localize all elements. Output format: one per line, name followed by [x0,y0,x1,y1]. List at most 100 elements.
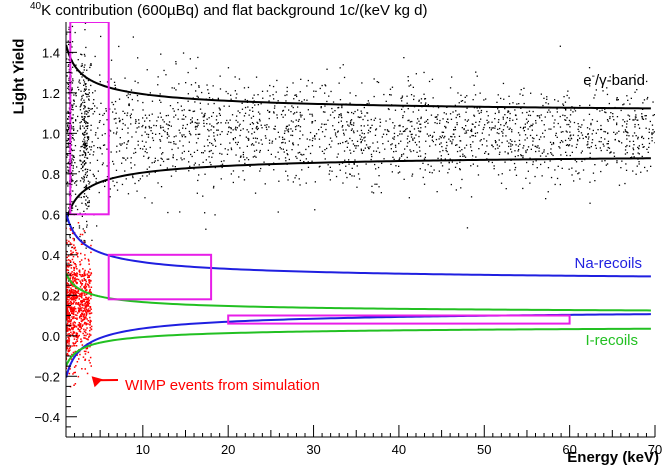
egamma-event-point [507,153,509,155]
egamma-event-point [390,144,392,146]
egamma-event-point [67,118,69,120]
egamma-event-point [139,147,142,150]
wimp-event-point [84,337,86,339]
egamma-event-point [230,147,232,149]
egamma-event-point [93,99,95,101]
wimp-event-point [82,292,84,294]
egamma-event-point [411,125,413,127]
egamma-event-point [283,151,285,153]
egamma-event-point [113,81,116,83]
egamma-event-point [84,156,86,158]
egamma-event-point [394,144,397,146]
egamma-event-point [440,155,442,157]
wimp-event-point [70,320,72,323]
egamma-event-point [337,131,339,133]
egamma-event-point [648,128,650,130]
wimp-event-point [66,269,68,271]
egamma-event-point [543,97,545,99]
egamma-event-point [368,147,370,149]
egamma-event-point [256,121,258,123]
egamma-event-point [479,92,481,94]
egamma-event-point [88,201,90,204]
egamma-event-point [163,121,165,123]
egamma-event-point [162,160,165,163]
egamma-event-point [320,106,322,108]
egamma-event-point [285,125,288,128]
egamma-event-point [361,132,363,134]
wimp-event-point [75,266,77,268]
egamma-event-point [206,84,208,86]
egamma-event-point [189,109,191,112]
wimp-event-point [70,328,73,330]
egamma-event-point [84,240,86,242]
egamma-event-point [363,133,365,135]
egamma-event-point [72,180,74,182]
egamma-event-point [213,138,216,140]
wimp-event-point [68,337,70,339]
egamma-event-point [562,104,565,106]
egamma-event-point [80,53,82,55]
egamma-event-point [621,142,623,144]
egamma-event-point [509,117,511,120]
egamma-event-point [413,137,416,139]
egamma-event-point [645,127,647,129]
wimp-event-point [66,241,68,244]
egamma-event-point [86,147,88,150]
egamma-event-point [506,117,508,119]
egamma-event-point [91,239,93,241]
egamma-event-point [389,118,391,120]
egamma-event-point [379,121,382,123]
wimp-event-point [66,326,68,328]
wimp-event-point [87,270,90,273]
egamma-event-point [395,146,397,148]
egamma-event-point [277,131,279,133]
egamma-event-point [326,100,328,103]
egamma-event-point [197,179,199,182]
egamma-event-point [569,135,571,137]
wimp-event-point [66,313,68,316]
x-tick-label: 20 [221,442,235,457]
egamma-event-point [287,128,290,130]
egamma-event-point [136,190,138,192]
egamma-event-point [94,90,96,92]
egamma-event-point [119,137,121,139]
egamma-event-point [560,140,563,142]
egamma-event-point [339,99,342,101]
egamma-event-point [80,160,82,162]
egamma-event-point [257,122,259,124]
egamma-event-point [74,145,77,147]
egamma-event-point [287,154,289,156]
wimp-event-point [77,307,80,309]
egamma-event-point [342,141,344,144]
egamma-event-point [420,102,422,104]
egamma-event-point [479,107,481,109]
egamma-event-point [454,128,457,131]
egamma-event-point [269,95,271,97]
egamma-event-point [87,79,90,82]
egamma-event-point [291,134,294,137]
egamma-event-point [248,114,250,116]
egamma-event-point [450,183,452,186]
egamma-event-point [442,118,444,120]
egamma-event-point [298,125,300,127]
egamma-event-point [269,84,271,87]
egamma-event-point [341,162,344,164]
egamma-event-point [141,126,143,128]
egamma-event-point [71,106,74,108]
egamma-event-point [422,176,424,179]
egamma-event-point [93,145,95,147]
egamma-event-point [403,111,406,113]
egamma-event-point [285,160,287,162]
wimp-event-point [84,292,86,294]
egamma-event-point [66,182,68,185]
egamma-event-point [569,114,572,116]
egamma-event-point [136,94,139,97]
wimp-event-point [66,239,68,242]
egamma-event-point [397,172,399,174]
egamma-event-point [132,176,134,179]
wimp-event-point [86,289,88,291]
egamma-event-point [215,145,217,147]
egamma-event-point [565,144,568,146]
egamma-event-point [72,174,74,176]
egamma-event-point [440,162,442,164]
